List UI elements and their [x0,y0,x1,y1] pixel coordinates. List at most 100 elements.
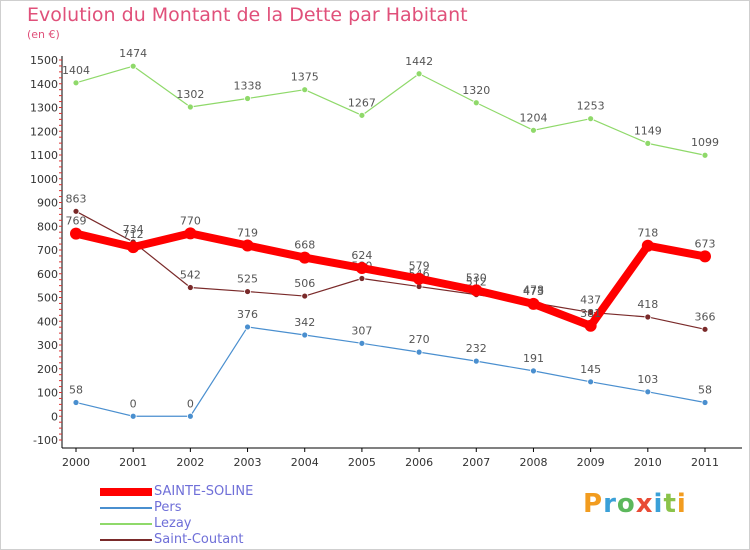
data-label-lezay: 1404 [62,64,90,77]
data-point-pers [358,339,366,347]
data-label-pers: 342 [294,316,315,329]
data-point-lezay [129,62,137,70]
data-label-pers: 232 [466,342,487,355]
data-label-lezay: 1338 [234,79,262,92]
data-label-pers: 58 [698,383,712,396]
data-label-sainte-soline: 381 [580,307,601,320]
data-label-lezay: 1320 [462,84,490,97]
x-tick-label: 2007 [462,456,490,469]
data-point-saint-coutant [301,292,309,300]
y-tick-label: 1200 [30,125,58,138]
data-point-lezay [72,79,80,87]
data-label-sainte-soline: 718 [637,227,658,240]
data-label-pers: 307 [351,324,372,337]
data-point-saint-coutant [244,288,251,295]
data-label-sainte-soline: 769 [66,215,87,228]
data-point-saint-coutant [644,313,652,321]
data-point-sainte-soline [470,284,483,297]
data-point-sainte-soline [127,241,140,254]
series-line-lezay [75,65,706,156]
logo-letter: r [603,489,617,519]
data-label-saint-coutant: 542 [180,269,201,282]
data-label-pers: 270 [409,333,430,346]
y-tick-label: -100 [33,434,58,447]
legend-label: Saint-Coutant [154,532,244,547]
data-label-saint-coutant: 418 [637,298,658,311]
data-point-pers [472,357,480,365]
data-point-lezay [415,70,423,78]
data-point-lezay [530,126,537,134]
x-tick-label: 2002 [176,456,204,469]
data-point-saint-coutant [72,207,80,215]
data-label-saint-coutant: 366 [695,310,716,323]
y-tick-label: 300 [37,339,58,352]
data-label-sainte-soline: 719 [237,226,258,239]
data-label-sainte-soline: 530 [466,271,487,284]
data-point-sainte-soline [70,227,82,240]
data-point-lezay [301,86,309,94]
x-tick-label: 2005 [348,456,376,469]
data-label-saint-coutant: 506 [294,277,315,290]
logo-letter: o [616,489,636,519]
data-point-pers [587,378,595,386]
logo-letter: P [583,489,604,519]
data-point-lezay [644,139,652,147]
x-tick-label: 2004 [291,456,319,469]
x-tick-label: 2010 [634,456,662,469]
series-line-pers [75,326,706,417]
y-tick-label: 1400 [30,78,58,91]
data-label-sainte-soline: 673 [695,237,716,250]
data-label-saint-coutant: 525 [237,273,258,286]
data-point-saint-coutant [587,309,595,316]
legend-swatch [100,507,152,509]
data-point-sainte-soline [184,227,197,240]
data-point-sainte-soline [355,262,368,275]
data-point-pers [72,399,80,406]
x-tick-label: 2000 [62,456,90,469]
legend-swatch [100,523,152,525]
y-tick-label: 400 [37,315,58,328]
data-point-lezay [472,99,480,107]
unit-label: (en €) [27,28,60,41]
data-label-lezay: 1474 [119,47,147,60]
data-label-lezay: 1204 [519,111,547,124]
data-point-lezay [244,95,251,102]
data-label-pers: 0 [130,397,137,410]
proxiti-logo: Proxiti [583,489,687,519]
data-point-saint-coutant [358,275,366,282]
y-tick-label: 1100 [30,149,58,162]
data-label-lezay: 1253 [577,100,605,113]
data-point-pers [244,323,251,331]
y-tick-label: 600 [37,268,58,281]
legend-swatch [100,488,152,496]
data-label-sainte-soline: 668 [294,239,315,252]
x-tick-label: 2008 [519,456,547,469]
data-label-pers: 103 [637,373,658,386]
data-label-sainte-soline: 624 [351,249,372,262]
data-label-sainte-soline: 770 [180,214,201,227]
data-label-saint-coutant: 478 [523,284,544,297]
data-label-lezay: 1375 [291,71,319,84]
data-label-lezay: 1302 [176,88,204,101]
data-point-saint-coutant [701,325,709,333]
data-label-lezay: 1442 [405,55,433,68]
legend-swatch [100,539,152,541]
data-label-pers: 376 [237,308,258,321]
data-label-sainte-soline: 712 [123,228,144,241]
x-tick-label: 2006 [405,456,433,469]
y-tick-label: 1300 [30,102,58,115]
y-tick-label: 1000 [30,173,58,186]
x-tick-label: 2009 [577,456,605,469]
x-tick-label: 2011 [691,456,719,469]
data-point-sainte-soline [241,239,254,252]
data-point-lezay [186,103,194,111]
y-tick-label: 500 [37,292,58,305]
data-label-pers: 0 [187,397,194,410]
x-tick-label: 2001 [119,456,147,469]
data-point-pers [186,412,194,420]
data-label-pers: 191 [523,352,544,365]
legend-label: SAINTE-SOLINE [154,484,254,499]
data-point-lezay [701,151,709,159]
x-tick-label: 2003 [234,456,262,469]
data-label-sainte-soline: 579 [409,260,430,273]
